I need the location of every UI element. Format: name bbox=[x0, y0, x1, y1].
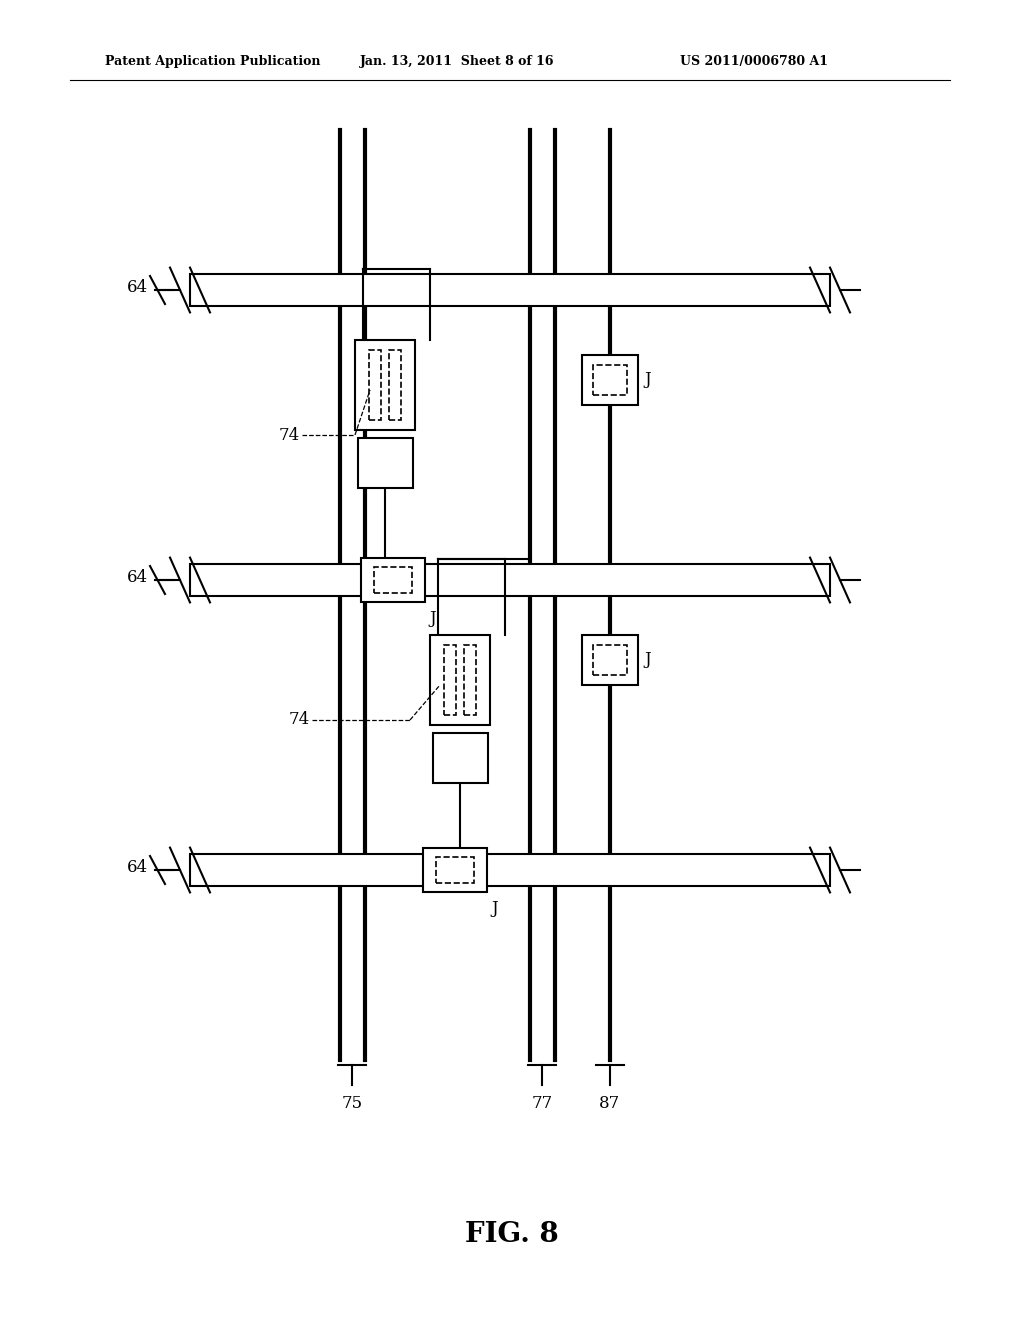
Bar bbox=[190, 854, 830, 886]
Bar bbox=[436, 857, 474, 883]
Bar bbox=[361, 558, 425, 602]
Bar bbox=[355, 341, 415, 430]
Bar bbox=[190, 564, 830, 597]
Text: J: J bbox=[490, 900, 498, 917]
Text: 64: 64 bbox=[127, 279, 148, 296]
Text: US 2011/0006780 A1: US 2011/0006780 A1 bbox=[680, 55, 828, 69]
Bar bbox=[464, 645, 476, 715]
Bar bbox=[593, 366, 627, 395]
Bar bbox=[374, 566, 413, 593]
Bar bbox=[423, 847, 487, 892]
Text: Jan. 13, 2011  Sheet 8 of 16: Jan. 13, 2011 Sheet 8 of 16 bbox=[360, 55, 555, 69]
Text: 64: 64 bbox=[127, 569, 148, 586]
Bar bbox=[582, 355, 638, 405]
Bar bbox=[190, 275, 830, 306]
Bar bbox=[444, 645, 456, 715]
Bar bbox=[358, 438, 413, 488]
Text: 77: 77 bbox=[531, 1096, 553, 1111]
Bar bbox=[593, 645, 627, 675]
Text: 75: 75 bbox=[341, 1096, 362, 1111]
Text: 74: 74 bbox=[279, 426, 300, 444]
Text: Patent Application Publication: Patent Application Publication bbox=[105, 55, 321, 69]
Text: 64: 64 bbox=[127, 858, 148, 875]
Text: J: J bbox=[644, 371, 650, 388]
Bar bbox=[582, 635, 638, 685]
Text: FIG. 8: FIG. 8 bbox=[465, 1221, 559, 1249]
Text: J: J bbox=[429, 610, 435, 627]
Bar bbox=[430, 635, 490, 725]
Text: 74: 74 bbox=[289, 711, 310, 729]
Bar bbox=[369, 350, 381, 420]
Bar bbox=[433, 733, 488, 783]
Bar bbox=[389, 350, 401, 420]
Text: J: J bbox=[644, 652, 650, 668]
Text: 87: 87 bbox=[599, 1096, 621, 1111]
